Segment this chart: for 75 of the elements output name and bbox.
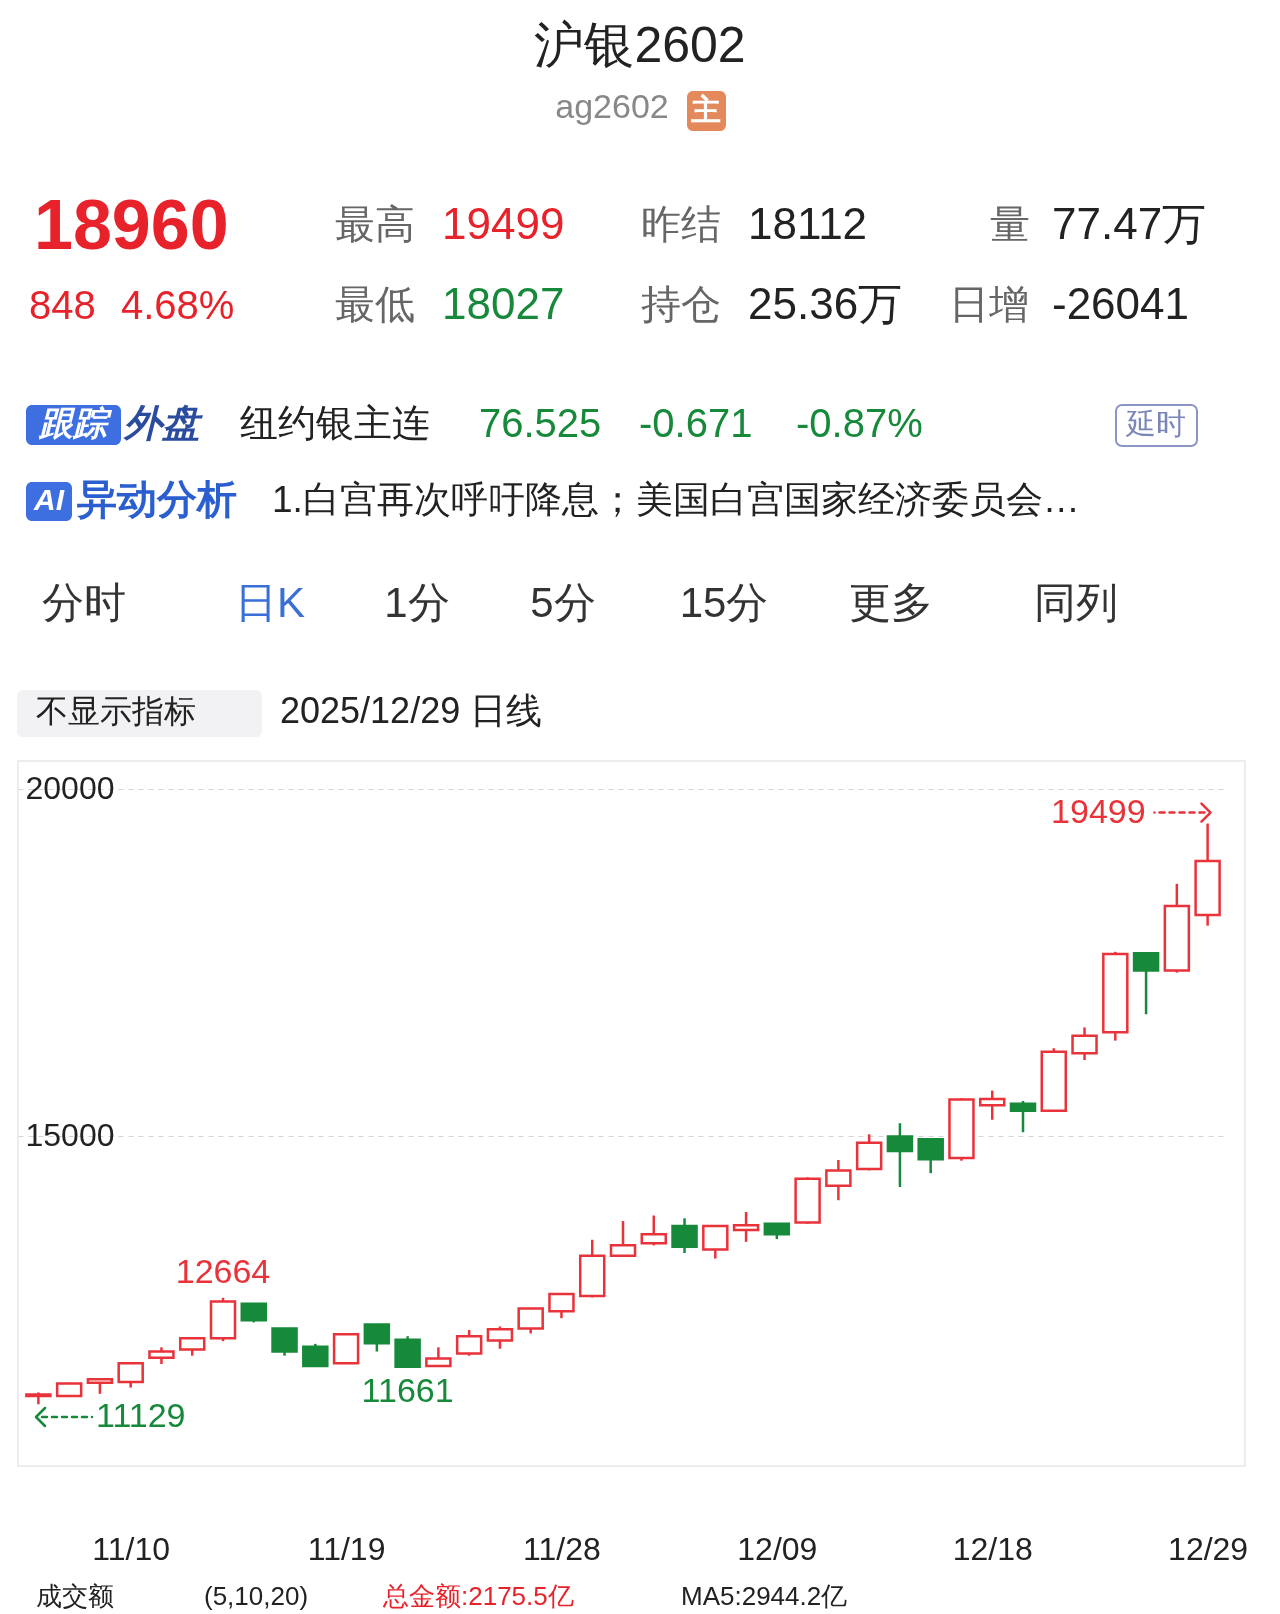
candlestick (271, 1326, 298, 1357)
x-tick-label: 12/29 (1168, 1530, 1249, 1567)
text: 分时 (42, 579, 126, 626)
text: 昨结 (641, 202, 721, 246)
text: -0.671 (639, 401, 753, 445)
chart-title: 沪银2602 (534, 17, 746, 73)
x-tick-label: 11/10 (92, 1530, 171, 1567)
text: 外盘 (123, 402, 203, 444)
text: 1分 (384, 579, 450, 626)
candlestick (178, 1336, 206, 1357)
annotation: 11661 (361, 1371, 454, 1410)
candlestick (1071, 1026, 1098, 1062)
text: 77.47万 (1052, 199, 1207, 248)
candlestick (640, 1214, 668, 1247)
text: 日增 (949, 282, 1029, 326)
text: 4.68% (121, 283, 235, 327)
x-tick-label: 12/09 (737, 1530, 818, 1567)
text: 成交额 (36, 1581, 114, 1611)
text: 跟踪 (38, 404, 113, 442)
candlestick (917, 1137, 944, 1175)
text: 更多 (849, 579, 933, 626)
y-tick-label: 20000 (25, 770, 115, 807)
text: 15分 (679, 579, 769, 626)
text: 19499 (442, 199, 565, 248)
text: AI (33, 483, 65, 516)
x-tick-label: 12/18 (952, 1530, 1033, 1567)
text: 不显示指标 (36, 693, 196, 729)
text: 同列 (1034, 579, 1118, 626)
text: 总金额:2175.5亿 (382, 1581, 574, 1611)
candlestick (702, 1223, 729, 1260)
text: 日K (234, 579, 306, 626)
candlestick (1009, 1099, 1037, 1134)
candlestick (732, 1210, 760, 1244)
text: 76.525 (479, 401, 602, 445)
annotation: 11129 (96, 1396, 186, 1434)
annotation: 12664 (175, 1251, 271, 1290)
candlestick (363, 1322, 391, 1353)
candlestick (825, 1158, 852, 1202)
text: -0.87% (796, 401, 923, 445)
text: 纽约银主连 (240, 402, 430, 444)
text: 25.36万 (748, 279, 903, 328)
text: 延时 (1125, 407, 1186, 440)
annotation: 19499 (1051, 791, 1146, 830)
candlestick (671, 1217, 698, 1255)
candlestick (978, 1089, 1006, 1121)
text: -26041 (1052, 279, 1190, 328)
text: 5分 (530, 579, 596, 626)
text: 最低 (335, 282, 415, 326)
text: 最高 (335, 202, 415, 246)
chart-subtitle: ag2602 (555, 87, 669, 125)
text: 异动分析 (76, 477, 237, 521)
candlestick (455, 1328, 483, 1357)
x-tick-label: 11/19 (307, 1530, 386, 1567)
text: 1.白宫再次呼吁降息；美国白宫国家经济委员会… (272, 479, 1080, 520)
text: 18960 (34, 186, 229, 264)
text: 持仓 (641, 282, 721, 326)
x-tick-label: 11/28 (523, 1530, 601, 1567)
text: (5,10,20) (204, 1581, 309, 1611)
y-tick-label: 15000 (25, 1117, 115, 1154)
candlestick (1132, 951, 1160, 1016)
candlestick (486, 1325, 514, 1350)
candlestick (302, 1342, 329, 1369)
text: 2025/12/29 日线 (280, 690, 543, 731)
text: 18112 (748, 199, 868, 248)
text: 848 (29, 283, 96, 327)
candlestick (548, 1291, 575, 1320)
candlestick (517, 1306, 544, 1335)
text: 主 (690, 93, 721, 126)
candlestick (609, 1219, 637, 1258)
text: 18027 (442, 279, 565, 328)
candlestick (425, 1346, 452, 1369)
candlestick (117, 1361, 144, 1389)
text: MA5:2944.2亿 (681, 1581, 848, 1611)
candlestick (886, 1121, 914, 1189)
text: 量 (990, 202, 1030, 246)
